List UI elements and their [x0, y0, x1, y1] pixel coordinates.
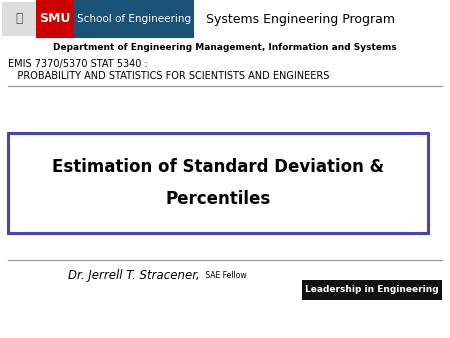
FancyBboxPatch shape [74, 0, 194, 38]
Text: School of Engineering: School of Engineering [77, 14, 191, 24]
Text: SAE Fellow: SAE Fellow [203, 271, 247, 281]
Text: Department of Engineering Management, Information and Systems: Department of Engineering Management, In… [53, 44, 397, 52]
FancyBboxPatch shape [302, 280, 442, 300]
Text: Dr. Jerrell T. Stracener,: Dr. Jerrell T. Stracener, [68, 269, 200, 283]
FancyBboxPatch shape [8, 133, 428, 233]
Text: 🏛: 🏛 [15, 13, 23, 25]
Text: Systems Engineering Program: Systems Engineering Program [206, 13, 395, 25]
Text: PROBABILITY AND STATISTICS FOR SCIENTISTS AND ENGINEERS: PROBABILITY AND STATISTICS FOR SCIENTIST… [8, 71, 329, 81]
Text: EMIS 7370/5370 STAT 5340 :: EMIS 7370/5370 STAT 5340 : [8, 59, 148, 69]
Text: SMU: SMU [39, 13, 71, 25]
Text: Estimation of Standard Deviation &: Estimation of Standard Deviation & [52, 158, 384, 176]
Text: Leadership in Engineering: Leadership in Engineering [305, 286, 439, 294]
Text: Percentiles: Percentiles [166, 190, 270, 208]
FancyBboxPatch shape [36, 0, 74, 38]
FancyBboxPatch shape [2, 2, 36, 36]
